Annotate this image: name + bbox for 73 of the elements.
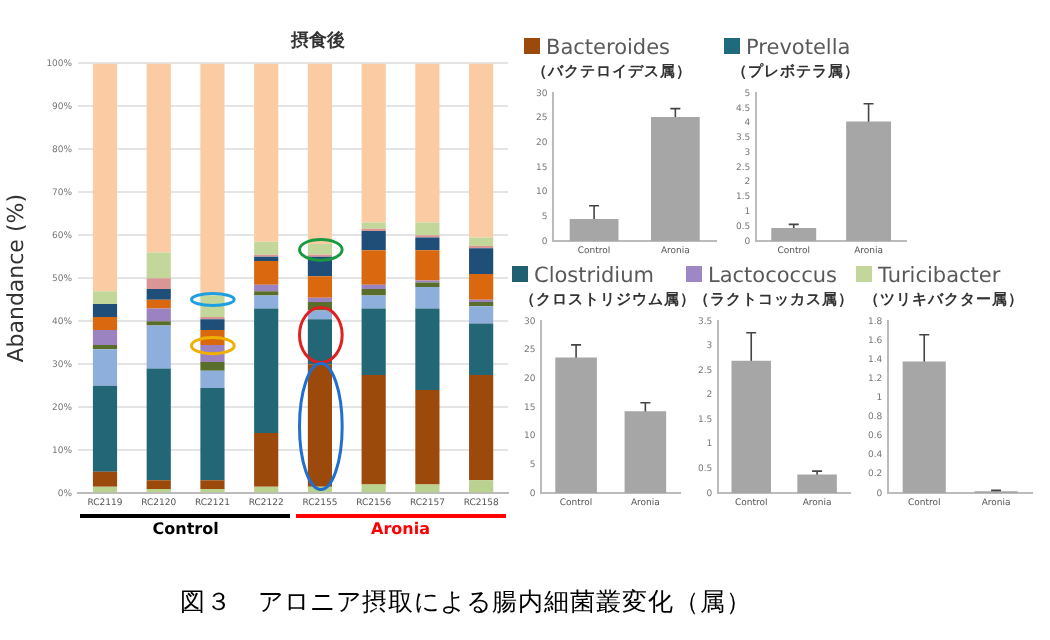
bar [92, 486, 118, 493]
bar [469, 323, 494, 376]
bar [415, 484, 440, 493]
bar [415, 63, 440, 223]
bar [415, 237, 440, 251]
bar [92, 344, 118, 350]
bar [361, 222, 386, 229]
bar [92, 385, 118, 472]
bar [254, 308, 279, 434]
bar [254, 486, 279, 493]
bar [200, 63, 225, 296]
chart-title: Lactococcus [706, 264, 839, 290]
chart-title: Turicibacter [876, 264, 1003, 290]
bar [469, 480, 494, 493]
bar [146, 308, 171, 322]
bar [254, 261, 279, 285]
bar [254, 295, 279, 309]
bar [361, 308, 386, 376]
bar [200, 387, 225, 481]
bar [146, 252, 171, 279]
bar [92, 471, 118, 487]
bar [92, 63, 118, 292]
caption: 図３ アロニア摂取による腸内細菌叢変化（属） [180, 586, 754, 620]
bar [469, 63, 494, 238]
bar [361, 231, 386, 251]
bar [254, 433, 279, 487]
y-axis-title: Abandance (%) [2, 194, 29, 363]
bar [469, 274, 494, 300]
bar [415, 308, 440, 391]
bar [146, 278, 171, 290]
text: Aronia [369, 520, 432, 538]
bar [146, 480, 171, 489]
bar [146, 63, 171, 253]
bar [469, 306, 494, 324]
bar [200, 319, 225, 330]
bar [307, 276, 333, 298]
bar [415, 390, 440, 485]
bar [146, 299, 171, 309]
bar [92, 304, 118, 317]
bar [361, 289, 386, 296]
bar [361, 484, 386, 493]
bar [200, 370, 225, 388]
bar [200, 480, 225, 489]
bar [415, 250, 440, 281]
bar [146, 325, 171, 369]
bar [254, 256, 279, 262]
bar [415, 286, 440, 309]
bar [254, 63, 279, 242]
chart-title: Clostridium [532, 264, 656, 290]
chart-title: 摂食後 [289, 29, 347, 52]
bar [469, 375, 494, 481]
bar [361, 284, 386, 290]
bar [92, 349, 118, 386]
text: Control [150, 520, 221, 538]
bar [92, 291, 118, 305]
chart-title: Prevotella [744, 36, 853, 62]
bar [361, 375, 386, 485]
bar [92, 316, 118, 330]
bar [469, 248, 494, 274]
bar [200, 362, 225, 371]
bar [307, 63, 333, 244]
bar [92, 329, 118, 345]
bar [254, 284, 279, 292]
bar [146, 289, 171, 300]
bar [415, 222, 440, 236]
bar [361, 295, 386, 309]
bar [146, 368, 171, 481]
chart-title: Bacteroides [544, 36, 673, 62]
bar [361, 250, 386, 285]
bar [469, 301, 494, 307]
bar [254, 241, 279, 255]
bar [469, 237, 494, 247]
bar [361, 63, 386, 223]
